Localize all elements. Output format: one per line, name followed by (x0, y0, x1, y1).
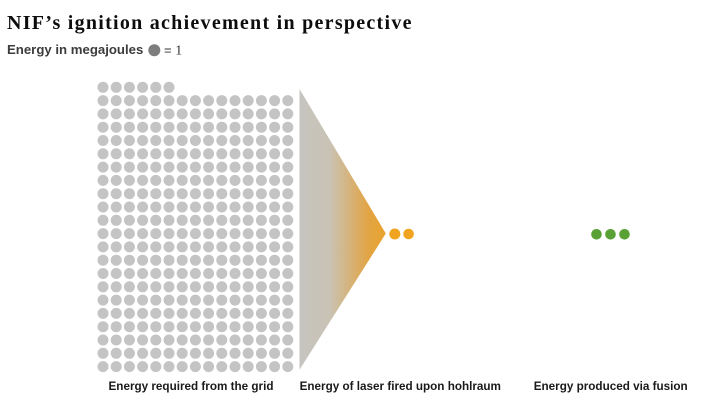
svg-text:NIF’s ignition achievement in: NIF’s ignition achievement in perspectiv… (7, 12, 413, 34)
svg-text:Energy of laser fired upon hoh: Energy of laser fired upon hohlraum (300, 380, 501, 393)
svg-text:Energy in megajoules: Energy in megajoules (7, 42, 143, 57)
svg-text:Energy required from the grid: Energy required from the grid (109, 380, 274, 393)
svg-text:Energy produced via fusion: Energy produced via fusion (534, 380, 688, 393)
svg-text:= 1: = 1 (164, 43, 182, 58)
